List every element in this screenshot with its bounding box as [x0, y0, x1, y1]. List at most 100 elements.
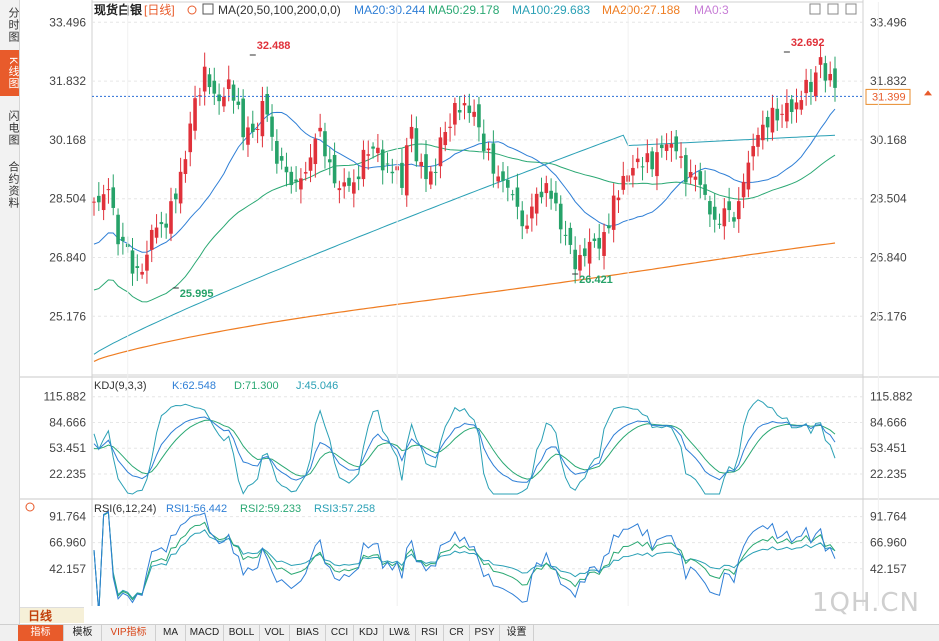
restore-icon[interactable]: [845, 3, 857, 15]
candle-body: [611, 195, 616, 230]
indicator-tab-11[interactable]: RSI: [416, 625, 444, 641]
candle-body: [92, 201, 96, 203]
candle-body: [645, 153, 650, 163]
ma-icon: [202, 3, 214, 15]
candle-body: [241, 98, 245, 138]
y-tick-left-5: 25.176: [49, 309, 86, 323]
candle-body: [111, 187, 116, 208]
y-tick-right-4: 26.840: [870, 250, 907, 264]
candle-body: [414, 128, 419, 162]
candle-body: [337, 188, 342, 191]
candle-body: [226, 79, 231, 89]
rsi-settings-icon[interactable]: [25, 502, 35, 512]
rsi-tick-right-1: 66.960: [870, 536, 907, 550]
candle-body: [765, 116, 770, 128]
ma200-line: [93, 242, 836, 362]
candle-body: [770, 107, 775, 133]
candle-body: [823, 63, 828, 81]
kdj-tick-left-1: 84.666: [49, 415, 86, 429]
candle-body: [655, 152, 659, 177]
indicator-tab-3[interactable]: MA: [156, 625, 186, 641]
candle-body: [347, 177, 351, 186]
indicator-tab-8[interactable]: CCI: [326, 625, 354, 641]
y-tick-right-1: 31.832: [870, 74, 907, 88]
candle-body: [525, 225, 529, 229]
candle-body: [361, 149, 366, 180]
tab-contract-info[interactable]: 合约资料: [7, 161, 19, 209]
ma100-line: [93, 134, 836, 355]
zoom-in-icon[interactable]: [809, 3, 821, 15]
indicator-tab-9[interactable]: KDJ: [354, 625, 384, 641]
candle-body: [284, 166, 289, 173]
candle-body: [799, 100, 804, 110]
settings-icon[interactable]: [187, 5, 197, 15]
candle-body: [217, 94, 221, 102]
candle-body: [193, 98, 197, 131]
indicator-tab-4[interactable]: MACD: [186, 625, 224, 641]
watermark-logo: 1QH.CN: [812, 588, 920, 618]
zoom-out-icon[interactable]: [827, 3, 839, 15]
candle-body: [149, 229, 154, 250]
candle-body: [130, 250, 135, 274]
candle-body: [813, 72, 818, 97]
candle-body: [376, 147, 380, 154]
indicator-toolbar: 指标 模板 VIP指标 MA MACD BOLL VOL BIAS CCI KDJ LW& RSI CR…: [0, 624, 939, 641]
candle-body: [327, 159, 332, 163]
candle-body: [693, 176, 698, 180]
candle-body: [169, 201, 173, 234]
rsi-value-2: RSI3:57.258: [314, 503, 375, 515]
candle-body: [477, 104, 481, 128]
annotation-3: 32.692: [791, 37, 825, 49]
indicator-tab-14[interactable]: 设置: [500, 625, 534, 641]
candle-body: [563, 234, 568, 236]
indicator-tab-2[interactable]: VIP指标: [102, 625, 156, 641]
kline-chart[interactable]: 33.496 33.496 31.832 31.832 30.168 30.168 28.5…: [20, 0, 939, 606]
candle-body: [183, 159, 188, 174]
indicator-tab-13[interactable]: PSY: [470, 625, 500, 641]
candle-body: [323, 131, 327, 157]
period-tag[interactable]: 日线: [20, 607, 84, 623]
indicator-tab-7[interactable]: BIAS: [290, 625, 326, 641]
x-label-1: 2024/06: [401, 605, 445, 606]
candle-body: [318, 127, 322, 132]
indicator-tab-5[interactable]: BOLL: [224, 625, 260, 641]
rsi2-line: [93, 511, 836, 606]
rsi-value-1: RSI2:59.233: [240, 503, 301, 515]
candle-body: [116, 214, 120, 245]
tab-kline[interactable]: K线图: [0, 50, 19, 96]
candle-body: [400, 162, 404, 188]
candle-body: [385, 163, 390, 165]
indicator-tab-6[interactable]: VOL: [260, 625, 290, 641]
indicator-tab-10[interactable]: LW&: [384, 625, 416, 641]
indicator-tab-1[interactable]: 模板: [64, 625, 102, 641]
candle-body: [650, 151, 654, 170]
candle-body: [794, 102, 799, 110]
kdj-tick-right-3: 22.235: [870, 467, 907, 481]
x-label-3: 2024/08: [882, 605, 926, 606]
candle-body: [198, 95, 202, 97]
kdj-value-1: D:71.300: [234, 380, 279, 392]
y-tick-right-5: 25.176: [870, 309, 907, 323]
ma50-line: [93, 143, 836, 303]
candle-body: [467, 105, 472, 114]
ma-value-3: MA200:27.188: [602, 3, 680, 17]
candle-body: [775, 108, 780, 121]
tab-flash-chart[interactable]: 闪电图: [7, 110, 19, 146]
indicator-tab-12[interactable]: CR: [444, 625, 470, 641]
rsi-tick-left-2: 42.157: [49, 562, 86, 576]
kdj-title: KDJ(9,3,3): [94, 380, 147, 392]
y-tick-right-3: 28.504: [870, 192, 907, 206]
tab-time-sharing[interactable]: 分时图: [7, 7, 19, 43]
candle-body: [621, 175, 626, 190]
candle-body: [578, 255, 582, 271]
candle-body: [751, 146, 756, 157]
candle-body: [746, 162, 751, 190]
candle-body: [419, 161, 423, 167]
candle-body: [275, 140, 279, 164]
current-price-label: 31.399: [872, 91, 906, 103]
indicator-tab-0[interactable]: 指标: [18, 625, 64, 641]
x-label-0: 2024/05: [132, 605, 176, 606]
kdj-d-line: [93, 419, 836, 480]
candle-body: [260, 101, 265, 137]
candle-body: [429, 171, 433, 185]
